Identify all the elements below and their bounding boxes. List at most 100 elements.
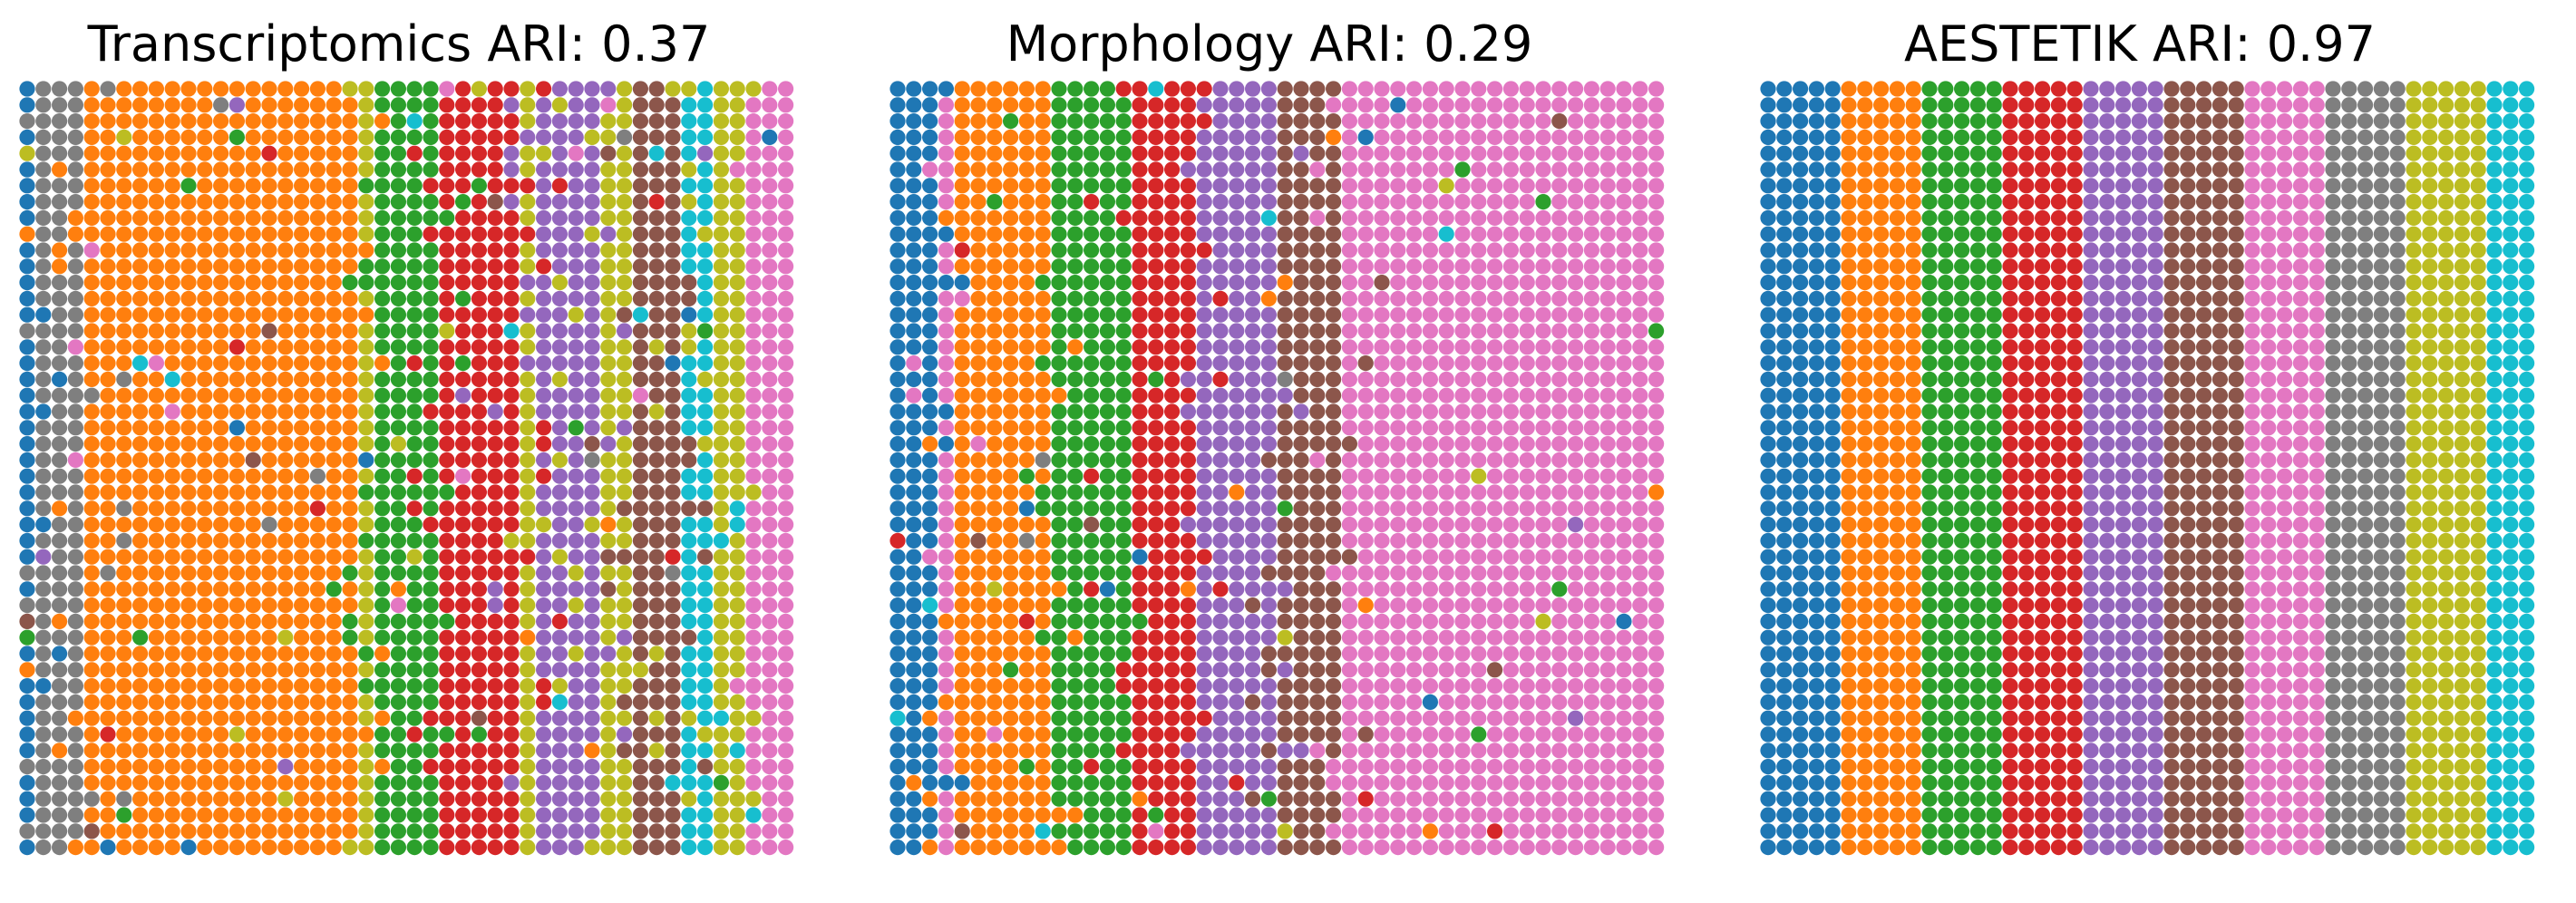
spot-point xyxy=(1326,517,1342,533)
spot-point xyxy=(116,355,132,372)
spot-point xyxy=(1277,646,1293,662)
spot-point xyxy=(471,629,488,646)
spot-point xyxy=(1132,532,1148,549)
spot-point xyxy=(374,209,391,226)
spot-point xyxy=(132,97,149,113)
spot-point xyxy=(261,161,277,178)
spot-point xyxy=(1487,258,1503,275)
spot-point xyxy=(261,613,277,630)
spot-point xyxy=(261,275,277,291)
spot-point xyxy=(1487,452,1503,468)
spot-point xyxy=(487,209,503,226)
spot-point xyxy=(1406,371,1423,387)
spot-point xyxy=(617,694,633,711)
spot-point xyxy=(1309,290,1326,306)
spot-point xyxy=(1341,581,1357,597)
spot-point xyxy=(1648,743,1665,759)
spot-point xyxy=(503,791,520,807)
spot-point xyxy=(1438,178,1454,194)
spot-point xyxy=(342,420,358,436)
spot-point xyxy=(261,306,277,323)
chart-title: Transcriptomics ARI: 0.37 xyxy=(87,15,711,73)
spot-point xyxy=(2309,113,2325,130)
spot-point xyxy=(600,323,617,339)
spot-point xyxy=(1180,629,1196,646)
spot-point xyxy=(632,549,649,565)
spot-point xyxy=(584,743,600,759)
spot-point xyxy=(148,452,164,468)
spot-point xyxy=(1357,484,1374,500)
spot-point xyxy=(374,646,391,662)
spot-point xyxy=(1196,306,1212,323)
spot-point xyxy=(342,194,358,210)
spot-point xyxy=(342,597,358,614)
spot-point xyxy=(922,242,938,258)
spot-point xyxy=(1277,97,1293,113)
spot-point xyxy=(1374,710,1390,726)
spot-point xyxy=(762,339,778,355)
spot-point xyxy=(245,306,261,323)
spot-point xyxy=(1648,549,1665,565)
spot-point xyxy=(1583,517,1599,533)
spot-point xyxy=(778,743,794,759)
spot-point xyxy=(922,436,938,452)
spot-point xyxy=(1099,178,1115,194)
spot-point xyxy=(503,646,520,662)
spot-point xyxy=(67,791,83,807)
spot-point xyxy=(568,97,584,113)
panel-transcriptomics: Transcriptomics ARI: 0.37 xyxy=(0,0,798,903)
spot-point xyxy=(762,323,778,339)
spot-point xyxy=(648,484,665,500)
spot-point xyxy=(954,129,970,145)
spot-point xyxy=(1535,258,1551,275)
spot-point xyxy=(1132,420,1148,436)
spot-point xyxy=(213,290,229,306)
spot-point xyxy=(1471,791,1487,807)
spot-point xyxy=(954,532,970,549)
spot-point xyxy=(100,774,116,791)
spot-point xyxy=(922,178,938,194)
spot-point xyxy=(568,549,584,565)
spot-point xyxy=(228,710,245,726)
spot-point xyxy=(390,452,406,468)
spot-point xyxy=(1277,484,1293,500)
spot-point xyxy=(584,646,600,662)
spot-point xyxy=(1309,500,1326,517)
spot-point xyxy=(745,774,762,791)
spot-point xyxy=(2389,97,2406,113)
spot-point xyxy=(1857,145,1873,161)
spot-point xyxy=(1196,581,1212,597)
spot-point xyxy=(1067,97,1084,113)
spot-point xyxy=(1616,549,1632,565)
spot-point xyxy=(1471,823,1487,840)
spot-point xyxy=(729,468,745,484)
spot-point xyxy=(697,355,714,372)
spot-point xyxy=(19,565,35,581)
spot-point xyxy=(100,129,116,145)
spot-point xyxy=(164,468,180,484)
spot-point xyxy=(455,306,471,323)
spot-point xyxy=(326,807,342,823)
spot-point xyxy=(1487,371,1503,387)
spot-point xyxy=(745,532,762,549)
spot-point xyxy=(1115,629,1132,646)
spot-point xyxy=(1132,226,1148,242)
spot-point xyxy=(1632,339,1648,355)
spot-point xyxy=(1632,97,1648,113)
spot-point xyxy=(2486,178,2503,194)
spot-point xyxy=(1648,500,1665,517)
spot-point xyxy=(1180,613,1196,630)
spot-point xyxy=(1341,678,1357,694)
spot-point xyxy=(762,678,778,694)
spot-point xyxy=(1374,678,1390,694)
spot-point xyxy=(568,306,584,323)
spot-point xyxy=(455,403,471,420)
spot-point xyxy=(1390,726,1406,743)
spot-point xyxy=(439,613,455,630)
spot-point xyxy=(922,323,938,339)
spot-point xyxy=(1293,420,1309,436)
spot-point xyxy=(970,355,987,372)
spot-point xyxy=(1051,532,1067,549)
spot-point xyxy=(228,323,245,339)
spot-point xyxy=(83,500,100,517)
